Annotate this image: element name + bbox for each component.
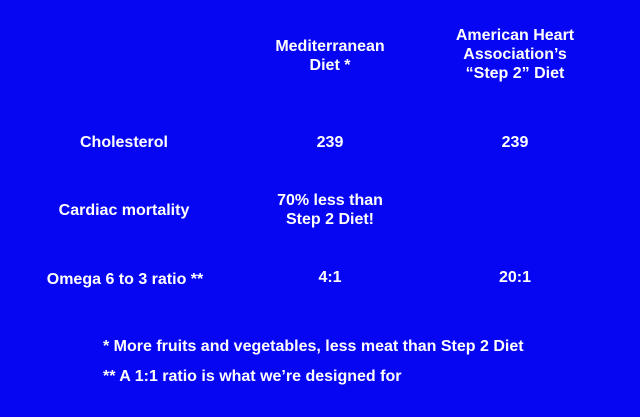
row-label-cardiac-mortality: Cardiac mortality [58, 202, 190, 219]
column-header-mediterranean: Mediterranean Diet * [275, 38, 385, 74]
footnote-mediterranean-diet: * More fruits and vegetables, less meat … [103, 338, 524, 355]
value-cholesterol-aha: 239 [501, 134, 529, 151]
value-cholesterol-mediterranean: 239 [316, 134, 344, 151]
footnote-omega-ratio: ** A 1:1 ratio is what we’re designed fo… [103, 368, 402, 385]
value-omega-ratio-mediterranean: 4:1 [318, 269, 342, 286]
row-label-omega-ratio: Omega 6 to 3 ratio ** [46, 271, 204, 288]
row-label-cholesterol: Cholesterol [79, 134, 168, 151]
value-cardiac-mortality-mediterranean: 70% less than Step 2 Diet! [277, 192, 383, 228]
column-header-aha-step2: American Heart Association’s “Step 2” Di… [455, 27, 575, 82]
value-omega-ratio-aha: 20:1 [498, 269, 532, 286]
